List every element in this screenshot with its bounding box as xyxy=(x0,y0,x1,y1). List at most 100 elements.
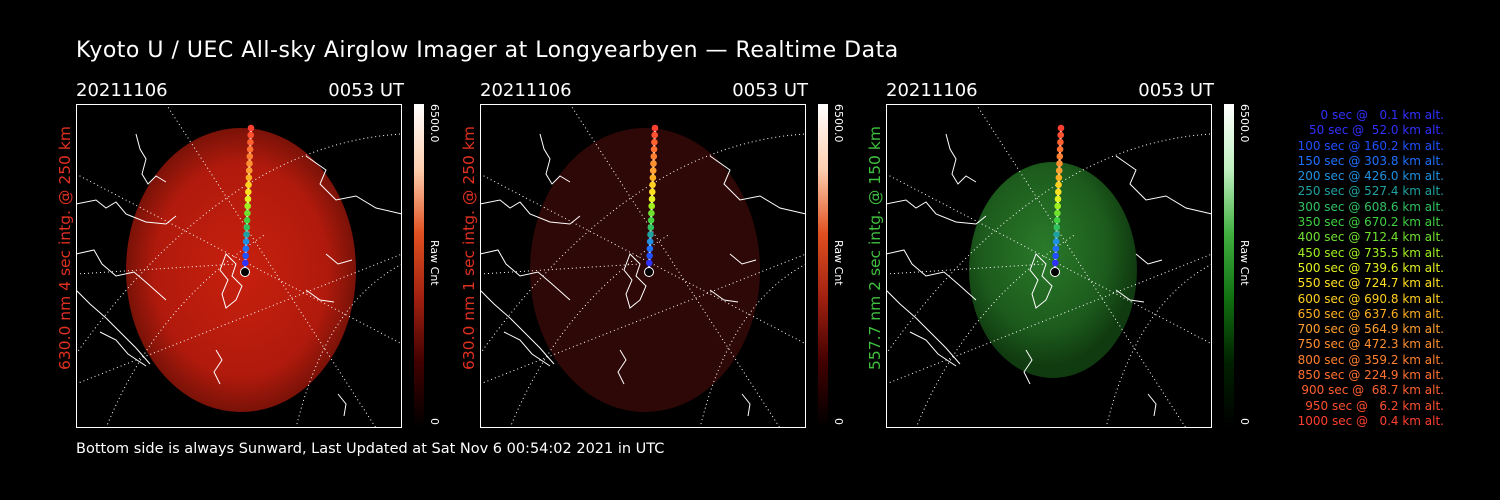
colorbar xyxy=(1224,104,1234,428)
colorbar-unit: Raw Cnt xyxy=(428,240,441,286)
coastline xyxy=(709,155,806,215)
geo-gridline xyxy=(569,104,781,428)
imager-panel-630-4s: 20211106 0053 UT 6500.0 Raw Cnt 0 xyxy=(76,80,456,430)
colorbar-unit: Raw Cnt xyxy=(832,240,845,286)
legend-item: 1000 sec @ 0.4 km alt. xyxy=(1297,413,1444,428)
coastline xyxy=(213,349,223,385)
rocket-track-point xyxy=(1057,131,1064,139)
rocket-track-point xyxy=(646,259,653,267)
rocket-track-point xyxy=(649,181,656,189)
rocket-track-point xyxy=(650,153,658,160)
rocket-track-point xyxy=(1052,245,1060,252)
coastline xyxy=(617,349,627,385)
station-marker xyxy=(240,267,250,277)
legend-item: 250 sec @ 527.4 km alt. xyxy=(1297,184,1444,199)
rocket-track-point xyxy=(649,174,657,181)
rocket-track-point xyxy=(242,259,249,267)
geo-gridline xyxy=(1105,263,1212,428)
coastline xyxy=(886,289,961,365)
rocket-track-point xyxy=(1054,209,1061,217)
rocket-track-point xyxy=(246,146,254,153)
rocket-track-point xyxy=(247,131,254,139)
rocket-track-point xyxy=(243,217,251,224)
coastline xyxy=(1023,349,1033,385)
legend-item: 850 sec @ 224.9 km alt. xyxy=(1297,368,1444,383)
coastline xyxy=(480,199,581,225)
panel-date: 20211106 xyxy=(76,80,168,101)
legend-item: 950 sec @ 6.2 km alt. xyxy=(1305,398,1444,413)
colorbar xyxy=(414,104,424,428)
rocket-track-point xyxy=(243,231,250,238)
rocket-track-point xyxy=(244,195,252,203)
geo-gridline xyxy=(295,263,402,428)
legend-item: 550 sec @ 724.7 km alt. xyxy=(1297,276,1444,291)
rocket-track-point xyxy=(1053,217,1061,224)
legend-item: 600 sec @ 690.8 km alt. xyxy=(1297,291,1444,306)
geo-gridline xyxy=(886,253,1212,385)
geo-gridline xyxy=(76,263,237,275)
rocket-track-point xyxy=(651,131,658,139)
rocket-track-point xyxy=(1052,252,1059,260)
legend-item: 450 sec @ 735.5 km alt. xyxy=(1297,245,1444,260)
page-title: Kyoto U / UEC All-sky Airglow Imager at … xyxy=(76,38,899,63)
panel-time: 0053 UT xyxy=(328,80,404,101)
coastline xyxy=(741,393,751,417)
colorbar-unit: Raw Cnt xyxy=(1238,240,1251,286)
rocket-track-point xyxy=(1057,138,1064,146)
panel-date: 20211106 xyxy=(480,80,572,101)
legend-item: 50 sec @ 52.0 km alt. xyxy=(1309,123,1444,138)
rocket-track-point xyxy=(243,224,251,231)
coastline xyxy=(99,331,147,367)
coastline xyxy=(219,253,243,309)
rocket-track-point xyxy=(649,188,656,196)
rocket-track-point xyxy=(1056,160,1063,167)
rocket-track-point xyxy=(1055,181,1062,189)
rocket-track-point xyxy=(646,252,653,260)
coastline xyxy=(1147,393,1157,417)
rocket-track-point xyxy=(1055,188,1062,196)
rocket-track-point xyxy=(647,231,654,238)
geo-gridline xyxy=(886,133,1212,355)
allsky-image xyxy=(76,104,402,428)
rocket-track-point xyxy=(245,174,253,181)
rocket-track-point xyxy=(1054,202,1061,210)
geo-gridline xyxy=(886,263,1047,275)
coastline xyxy=(76,199,177,225)
rocket-track-point xyxy=(647,217,655,224)
colorbar-max: 6500.0 xyxy=(1238,104,1251,143)
geo-gridline xyxy=(915,233,1077,428)
geo-gridline xyxy=(480,263,641,275)
geo-gridline xyxy=(975,104,1187,428)
geo-gridline xyxy=(76,133,402,355)
rocket-track-point xyxy=(1053,224,1061,231)
coastline xyxy=(709,289,739,303)
panel-time: 0053 UT xyxy=(732,80,808,101)
rocket-track-point xyxy=(244,209,251,217)
rocket-track-point xyxy=(647,224,655,231)
legend-item: 300 sec @ 608.6 km alt. xyxy=(1297,199,1444,214)
coastline xyxy=(135,133,167,185)
coastline xyxy=(503,331,551,367)
panel-date: 20211106 xyxy=(886,80,978,101)
imager-panel-630-1s: 20211106 0053 UT 6500.0 Raw Cnt 0 xyxy=(480,80,860,430)
rocket-track-point xyxy=(1054,195,1062,203)
rocket-track-point xyxy=(650,160,657,167)
rocket-track-point xyxy=(244,202,251,210)
legend-item: 700 sec @ 564.9 km alt. xyxy=(1297,322,1444,337)
coastline xyxy=(1115,289,1145,303)
colorbar-min: 0 xyxy=(428,418,441,425)
coastline xyxy=(886,249,977,301)
geo-gridline xyxy=(76,253,402,385)
rocket-track-point xyxy=(1055,174,1063,181)
legend-item: 350 sec @ 670.2 km alt. xyxy=(1297,215,1444,230)
rocket-track-point xyxy=(242,238,250,245)
rocket-track-point xyxy=(247,138,254,146)
legend-item: 200 sec @ 426.0 km alt. xyxy=(1297,169,1444,184)
colorbar-min: 0 xyxy=(832,418,845,425)
rocket-track-point xyxy=(247,124,255,132)
allsky-image xyxy=(886,104,1212,428)
coastline xyxy=(1029,253,1053,309)
coastline xyxy=(76,289,151,365)
rocket-track-legend: 0 sec @ 0.1 km alt. 50 sec @ 52.0 km alt.… xyxy=(1264,108,1444,429)
legend-item: 400 sec @ 712.4 km alt. xyxy=(1297,230,1444,245)
